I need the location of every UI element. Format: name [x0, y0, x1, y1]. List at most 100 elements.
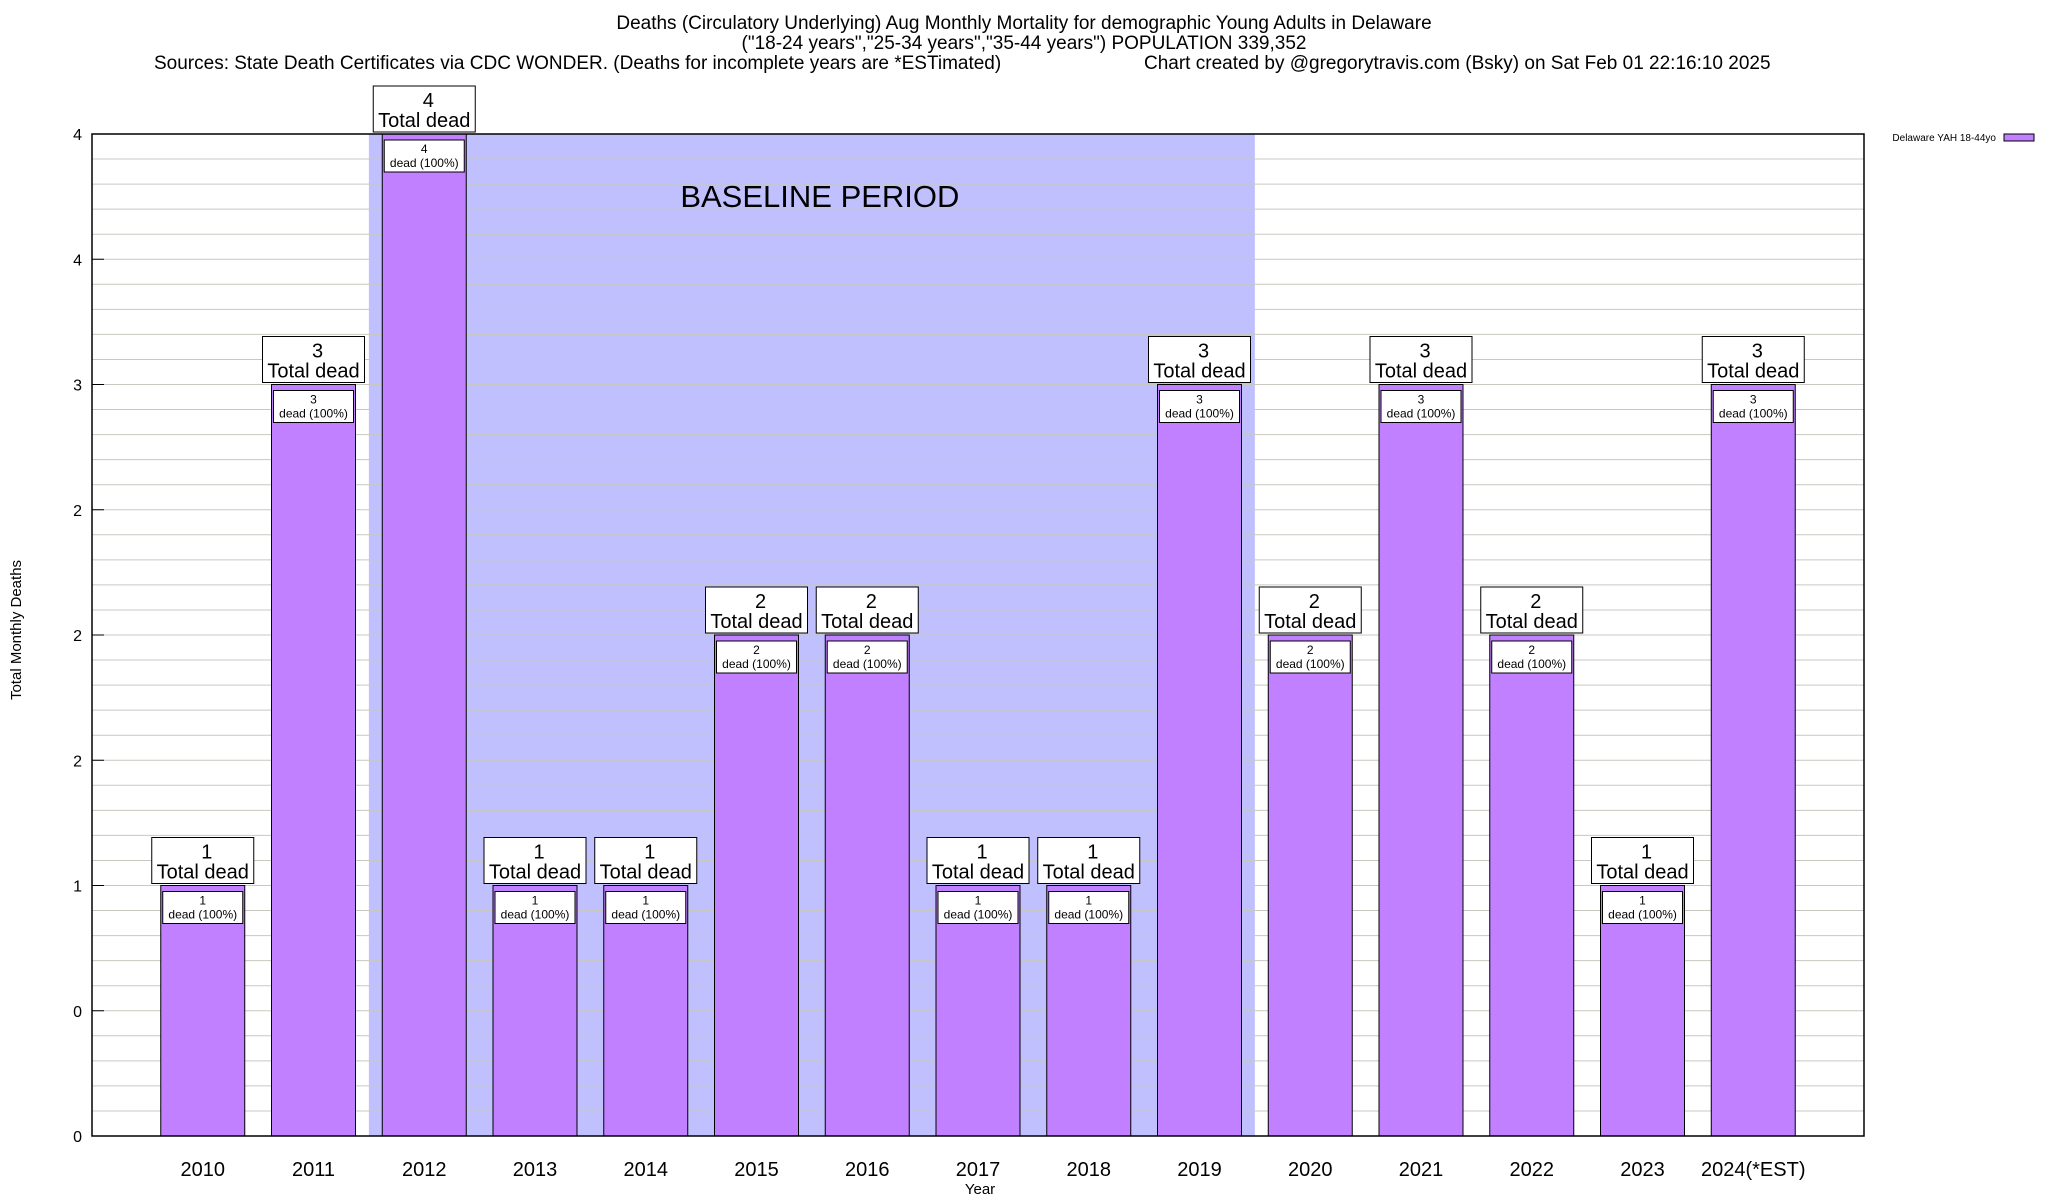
y-tick-label: 3 [73, 378, 82, 395]
bar-inner-label-box [1159, 390, 1240, 423]
bar-2021 [1378, 384, 1464, 1137]
y-tick-label: 0 [73, 1129, 82, 1146]
x-tick-label: 2024(*EST) [1701, 1159, 1806, 1181]
bar-2010 [160, 885, 246, 1137]
bar-2019 [1157, 384, 1242, 1137]
bar-total-value: 1 [1641, 842, 1652, 864]
y-tick-label: 2 [73, 753, 82, 770]
bar-inner-value: 1 [532, 894, 539, 908]
x-tick-label: 2012 [402, 1159, 447, 1181]
bar-total-value: 1 [644, 842, 655, 864]
bar-2024(*EST) [1710, 384, 1796, 1137]
bar-total-value: 3 [1198, 341, 1209, 363]
y-axis-label: Total Monthly Deaths [8, 560, 25, 700]
x-tick-label: 2010 [181, 1159, 226, 1181]
bar-total-label-box [151, 837, 255, 884]
bar-inner-label: dead (100%) [1276, 657, 1345, 671]
bar-total-label: Total dead [1264, 611, 1356, 633]
bar-2016 [824, 634, 910, 1137]
bar-total-label-box [372, 85, 476, 133]
bar-inner-label: dead (100%) [944, 908, 1013, 922]
bar-inner-label-box [1048, 891, 1130, 924]
bar-total-label: Total dead [489, 862, 581, 884]
x-axis-label: Year [965, 1181, 995, 1198]
x-tick-label: 2022 [1510, 1159, 1555, 1181]
bar-total-label: Total dead [1153, 361, 1245, 383]
x-tick-label: 2016 [845, 1159, 890, 1181]
bar-total-value: 2 [755, 591, 766, 613]
plot-frame [91, 133, 1865, 1137]
y-tick-label: 2 [73, 628, 82, 645]
bar-inner-label: dead (100%) [501, 908, 570, 922]
x-tick-label: 2014 [624, 1159, 669, 1181]
bar-inner-label-box [937, 891, 1019, 924]
bar-inner-label-box [1491, 640, 1573, 674]
chart-credit-text: Chart created by @gregorytravis.com (Bsk… [1144, 53, 1771, 74]
baseline-period-label: BASELINE PERIOD [680, 179, 959, 214]
x-tick-label: 2017 [956, 1159, 1001, 1181]
bar-2023 [1600, 885, 1685, 1137]
bar-total-value: 1 [976, 842, 987, 864]
bar-total-value: 3 [1419, 341, 1430, 363]
bar-inner-label-box [494, 891, 576, 924]
bar-total-label-box [1591, 837, 1694, 884]
bar-inner-value: 3 [1196, 393, 1203, 407]
bar-total-label: Total dead [1486, 611, 1578, 633]
bar-total-label-box [815, 586, 919, 634]
bar-inner-value: 1 [1085, 894, 1092, 908]
x-tick-label: 2018 [1067, 1159, 1112, 1181]
bar-inner-value: 1 [642, 894, 649, 908]
bar-total-value: 1 [533, 842, 544, 864]
bar-total-value: 1 [201, 842, 212, 864]
bar-total-label-box [926, 837, 1030, 884]
bar-inner-label-box [273, 390, 354, 423]
bar-2022 [1489, 634, 1575, 1137]
y-tick-label: 1 [73, 879, 82, 896]
bar-2017 [935, 885, 1021, 1137]
bar-inner-value: 4 [421, 142, 428, 156]
bar-2020 [1267, 634, 1353, 1137]
bar-inner-label: dead (100%) [611, 908, 680, 922]
bar-total-label: Total dead [821, 611, 913, 633]
bar-2012 [381, 133, 467, 1137]
bar-total-label: Total dead [932, 862, 1024, 884]
bar-inner-label: dead (100%) [1054, 908, 1123, 922]
bar-total-value: 2 [866, 591, 877, 613]
bar-total-label-box [1037, 837, 1141, 884]
bar-inner-value: 3 [1418, 393, 1425, 407]
bar-total-label-box [1258, 586, 1362, 634]
legend-swatch [2003, 133, 2035, 142]
bar-total-value: 2 [1530, 591, 1541, 613]
bar-total-label: Total dead [378, 110, 470, 132]
bar-inner-label: dead (100%) [1719, 407, 1788, 421]
x-tick-label: 2023 [1620, 1159, 1665, 1181]
bar-total-label-box [1369, 336, 1473, 383]
bar-total-value: 3 [1752, 341, 1763, 363]
bar-inner-label: dead (100%) [390, 156, 459, 170]
bar-inner-label-box [605, 891, 687, 924]
bar-total-label: Total dead [1707, 361, 1799, 383]
x-tick-label: 2013 [513, 1159, 558, 1181]
bar-2013 [492, 885, 578, 1137]
bar-total-label: Total dead [1375, 361, 1467, 383]
x-tick-label: 2021 [1399, 1159, 1444, 1181]
bar-inner-label-box [1380, 390, 1462, 423]
bar-2014 [603, 885, 689, 1137]
chart-title-line-1: Deaths (Circulatory Underlying) Aug Mont… [616, 13, 1432, 34]
chart-source-text: Sources: State Death Certificates via CD… [154, 53, 1002, 74]
bar-total-label: Total dead [267, 361, 359, 383]
bar-inner-label-box [1269, 640, 1351, 674]
x-tick-label: 2015 [734, 1159, 779, 1181]
bar-inner-label-box [162, 891, 244, 924]
bar-inner-value: 2 [1528, 643, 1535, 657]
bar-inner-label: dead (100%) [1497, 657, 1566, 671]
bar-total-value: 4 [423, 90, 434, 112]
x-tick-label: 2020 [1288, 1159, 1333, 1181]
bar-total-label-box [1480, 586, 1584, 634]
bar-2015 [714, 634, 799, 1137]
bar-inner-label: dead (100%) [1387, 407, 1456, 421]
bar-total-label: Total dead [1596, 862, 1688, 884]
bar-inner-value: 3 [1750, 393, 1757, 407]
bar-inner-value: 1 [975, 894, 982, 908]
y-tick-label: 0 [73, 1004, 82, 1021]
